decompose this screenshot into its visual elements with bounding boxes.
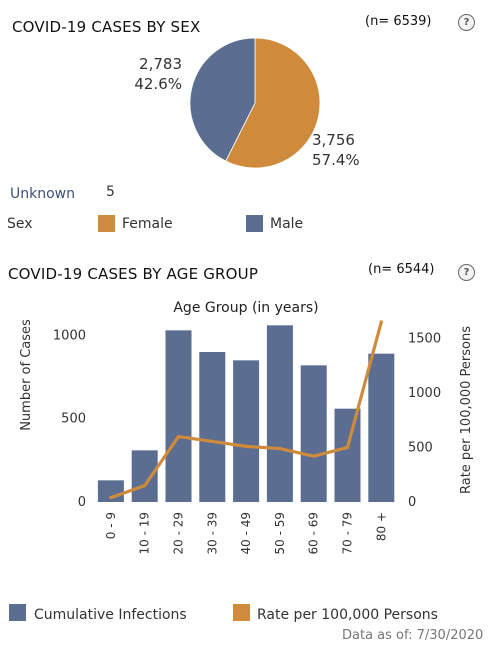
- legend-swatch-cumulative[interactable]: [9, 604, 26, 621]
- sex-pie-chart: [189, 37, 321, 169]
- pie-label-female: 3,756 57.4%: [312, 130, 360, 170]
- legend-label-rate[interactable]: Rate per 100,000 Persons: [257, 607, 438, 623]
- sex-chart-title: COVID-19 CASES BY SEX: [12, 18, 201, 36]
- pie-slice-male[interactable]: [189, 37, 256, 162]
- right-axis-label: Rate per 100,000 Persons: [459, 326, 474, 494]
- x-tick-label: 0 - 9: [104, 512, 118, 539]
- age-chart-title: COVID-19 CASES BY AGE GROUP: [8, 265, 259, 283]
- left-tick-label: 1000: [53, 328, 86, 343]
- bar-80+[interactable]: [368, 353, 395, 502]
- data-as-of: Data as of: 7/30/2020: [342, 628, 484, 643]
- legend-swatch-female[interactable]: [98, 215, 115, 232]
- sex-n-count: (n= 6539): [365, 14, 432, 29]
- question-circle-icon[interactable]: ?: [458, 14, 475, 31]
- legend-label-female[interactable]: Female: [122, 216, 173, 232]
- x-tick-label: 60 - 69: [307, 512, 321, 555]
- x-tick-label: 20 - 29: [172, 512, 186, 555]
- right-tick-label: 1000: [408, 386, 441, 401]
- rate-point[interactable]: [244, 444, 248, 448]
- pie-label-female-percent: 57.4%: [312, 151, 360, 169]
- rate-point[interactable]: [345, 445, 350, 450]
- rate-point[interactable]: [109, 496, 113, 500]
- right-tick-label: 1500: [408, 331, 441, 346]
- rate-point[interactable]: [278, 446, 282, 451]
- left-tick-label: 0: [78, 495, 86, 510]
- bar-60-69[interactable]: [300, 365, 327, 502]
- rate-point[interactable]: [143, 484, 147, 488]
- legend-label-male[interactable]: Male: [270, 216, 304, 232]
- legend-swatch-rate[interactable]: [233, 604, 250, 621]
- legend-label-cumulative[interactable]: Cumulative Infections: [34, 607, 187, 623]
- x-tick-label: 70 - 79: [341, 512, 355, 555]
- bar-10-19[interactable]: [131, 450, 158, 502]
- bar-70-79[interactable]: [334, 408, 361, 502]
- bar-40-49[interactable]: [233, 360, 260, 502]
- sex-legend-label: Sex: [7, 216, 33, 232]
- legend-swatch-male[interactable]: [246, 215, 263, 232]
- pie-label-male: 2,783 42.6%: [118, 54, 182, 94]
- question-circle-icon[interactable]: ?: [458, 264, 475, 281]
- bar-20-29[interactable]: [165, 330, 192, 502]
- unknown-value: 5: [106, 184, 115, 200]
- bar-50-59[interactable]: [266, 325, 293, 502]
- x-tick-label: 40 - 49: [239, 512, 253, 555]
- age-group-chart: Age Group (in years) Number of Cases Rat…: [19, 300, 474, 555]
- right-tick-label: 500: [408, 440, 433, 455]
- age-n-count: (n= 6544): [368, 262, 435, 277]
- x-tick-label: 80 +: [374, 512, 388, 541]
- bar-30-39[interactable]: [199, 352, 226, 502]
- x-tick-label: 30 - 39: [205, 512, 219, 555]
- rate-point[interactable]: [312, 454, 316, 458]
- age-chart-heading: Age Group (in years): [173, 300, 318, 316]
- rate-point[interactable]: [210, 439, 214, 444]
- x-tick-label: 10 - 19: [138, 512, 152, 555]
- right-tick-label: 0: [408, 495, 416, 510]
- pie-label-male-count: 2,783: [139, 55, 182, 73]
- left-axis-label: Number of Cases: [19, 319, 34, 431]
- left-tick-label: 500: [61, 412, 86, 427]
- unknown-label: Unknown: [10, 186, 75, 202]
- pie-label-female-count: 3,756: [312, 131, 355, 149]
- rate-point[interactable]: [176, 434, 181, 439]
- rate-point[interactable]: [379, 320, 383, 324]
- x-tick-label: 50 - 59: [273, 512, 287, 555]
- pie-slice-female[interactable]: [225, 37, 321, 169]
- pie-label-male-percent: 42.6%: [134, 75, 182, 93]
